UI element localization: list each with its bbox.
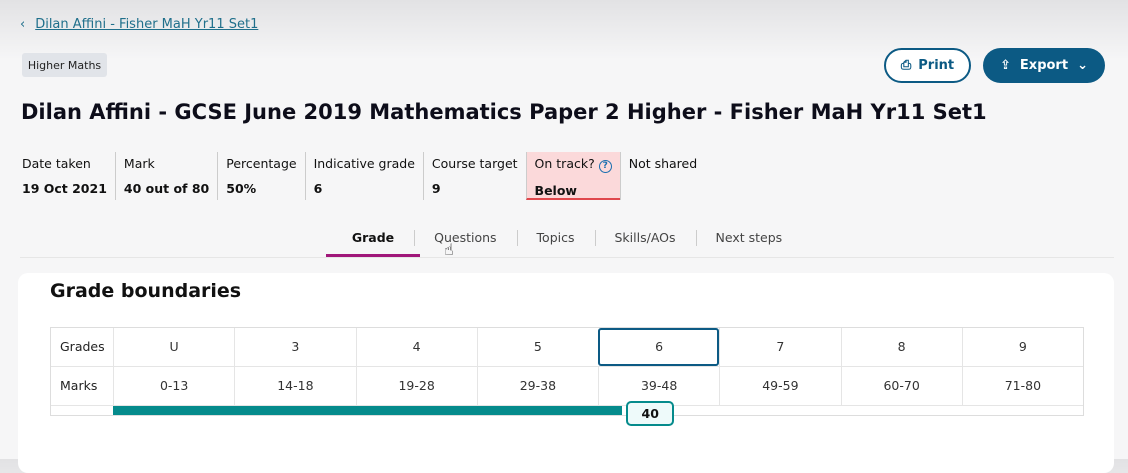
card-title: Grade boundaries <box>50 280 242 302</box>
tab-questions[interactable]: Questions <box>414 222 516 258</box>
mark-bar-row: 40 <box>51 401 1083 426</box>
grade-cell: 5 <box>476 328 598 366</box>
stat-label: Indicative grade <box>313 156 415 171</box>
print-button[interactable]: ⎙ Print <box>884 48 971 83</box>
tab-topics[interactable]: Topics <box>516 222 595 258</box>
marks-cell: 49-59 <box>719 367 840 405</box>
chevron-left-icon: ‹ <box>20 17 26 32</box>
marks-row: Marks 0-13 14-18 19-28 29-38 39-48 49-59 60-70 7… <box>51 367 1083 406</box>
grade-cell: 6 <box>598 328 720 366</box>
grade-cell: 8 <box>840 328 962 366</box>
share-icon: ⇪ <box>1000 58 1011 73</box>
grade-cell: 3 <box>234 328 355 366</box>
stat-value: Below <box>534 183 577 198</box>
tab-skills-aos[interactable]: Skills/AOs <box>594 222 696 258</box>
grade-boundaries-card: Grade boundaries Grades U 3 4 5 6 7 8 9 Marks 0-1… <box>18 273 1114 473</box>
stat-value: 40 out of 80 <box>123 181 210 196</box>
help-icon[interactable]: ? <box>598 160 612 173</box>
grade-cell: 9 <box>961 328 1083 366</box>
marks-cell: 14-18 <box>234 367 355 405</box>
mark-bubble: 40 <box>626 401 675 426</box>
stat-2: Percentage 50% <box>217 152 304 200</box>
grade-cell: 4 <box>355 328 477 366</box>
marks-cell: 39-48 <box>598 367 719 405</box>
marks-cell: 0-13 <box>113 367 234 405</box>
stat-0: Date taken 19 Oct 2021 <box>14 152 115 200</box>
stat-value: 6 <box>313 181 323 196</box>
export-label: Export <box>1019 58 1069 73</box>
printer-icon: ⎙ <box>900 58 912 73</box>
row-header: Marks <box>60 378 98 393</box>
chevron-down-icon: ⌄ <box>1077 58 1088 73</box>
stat-3: Indicative grade 6 <box>304 152 423 200</box>
stat-5: On track? ? Below <box>525 152 620 200</box>
stat-value: 9 <box>431 181 441 196</box>
breadcrumb-link[interactable]: Dilan Affini - Fisher MaH Yr11 Set1 <box>35 17 259 32</box>
grade-cell: 7 <box>719 328 840 366</box>
stat-label: Course target <box>431 156 518 171</box>
grades-row: Grades U 3 4 5 6 7 8 9 <box>51 328 1083 367</box>
breadcrumb[interactable]: ‹ Dilan Affini - Fisher MaH Yr11 Set1 <box>20 17 258 32</box>
stat-value: 50% <box>226 181 257 196</box>
marks-cell: 71-80 <box>961 367 1083 405</box>
page-title: Dilan Affini - GCSE June 2019 Mathematic… <box>21 100 987 124</box>
marks-cell: 19-28 <box>355 367 477 405</box>
print-label: Print <box>918 58 955 73</box>
stat-label: Mark <box>123 156 155 171</box>
marks-cell: 29-38 <box>476 367 598 405</box>
stat-label: Date taken <box>22 156 91 171</box>
hand-cursor-icon: ☝ <box>444 240 454 259</box>
stat-4: Course target 9 <box>422 152 526 200</box>
export-button[interactable]: ⇪ Export ⌄ <box>983 48 1105 83</box>
marks-cell: 60-70 <box>840 367 962 405</box>
stat-label: On track? ? <box>535 156 612 173</box>
stat-value: 19 Oct 2021 <box>22 181 107 196</box>
row-header: Grades <box>60 339 105 354</box>
tab-grade[interactable]: Grade <box>325 222 421 258</box>
stats-row: Date taken 19 Oct 2021 Mark 40 out of 80 Per… <box>14 152 705 202</box>
subject-tag: Higher Maths <box>22 53 107 77</box>
stat-1: Mark 40 out of 80 <box>114 152 217 200</box>
grade-boundaries-table: Grades U 3 4 5 6 7 8 9 Marks 0-13 14-18 19-28 29-38 3… <box>50 327 1084 426</box>
stat-label: Percentage <box>226 156 297 171</box>
mark-progress-bar <box>113 406 623 415</box>
stat-label: Not shared <box>628 156 698 171</box>
tab-next-steps[interactable]: Next steps <box>695 222 803 258</box>
grade-cell: U <box>113 328 234 366</box>
stat-6: Not shared <box>619 152 705 200</box>
tab-bar: Grade Questions Topics Skills/AOs Next steps <box>20 222 1114 258</box>
